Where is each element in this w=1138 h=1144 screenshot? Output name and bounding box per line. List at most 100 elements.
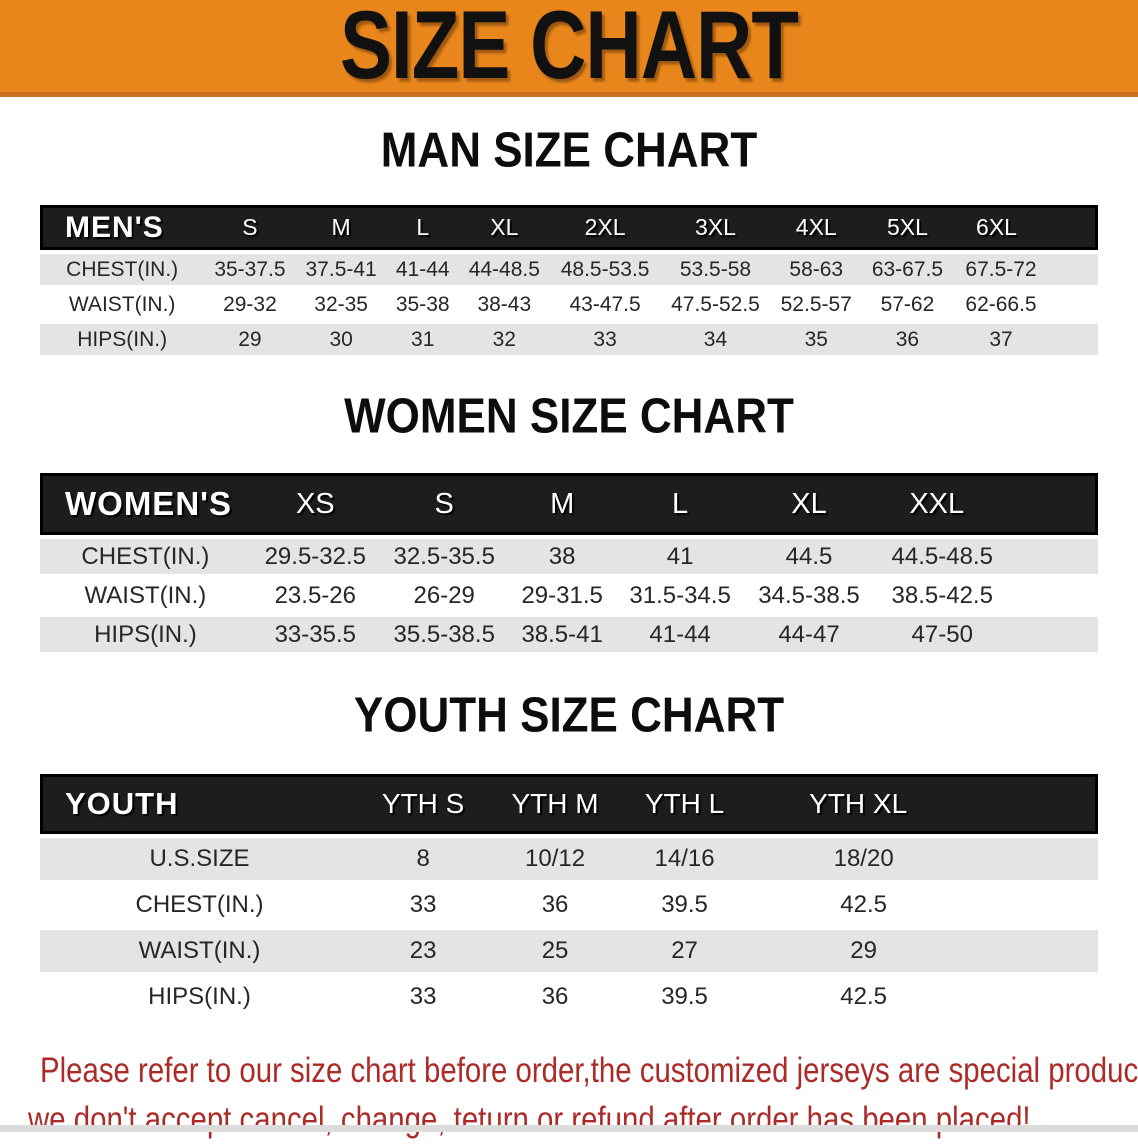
measurement-label: HIPS(IN.) [40,324,205,355]
measurement-value: 44-48.5 [458,254,550,285]
man-size-section: MAN SIZE CHART MEN'S S M L XL 2XL 3XL 4XL 5XL 6XL… [0,123,1138,359]
women-size-heading: WOMEN SIZE CHART [344,389,794,444]
measurement-value: 38 [508,539,616,574]
size-column-header: XXL [873,473,1098,535]
measurement-value: 14/16 [622,838,747,880]
measurement-value: 34 [660,324,771,355]
size-column-header: YTH XL [746,774,1098,834]
measurement-row: HIPS(IN.) 29 30 31 32 33 34 35 36 37 [40,324,1098,355]
measurement-label: CHEST(IN.) [40,539,251,574]
size-header-row: MEN'S S M L XL 2XL 3XL 4XL 5XL 6XL [40,205,1098,250]
measurement-label: WAIST(IN.) [40,289,205,320]
measurement-value: 38-43 [458,289,550,320]
measurement-value: 35 [770,324,862,355]
size-column-header: 5XL [861,205,954,250]
measurement-value: 52.5-57 [770,289,862,320]
size-column-header: 3XL [660,205,771,250]
measurement-value: 26-29 [379,578,509,613]
measurement-value: 41-44 [386,254,459,285]
measurement-value: 35-37.5 [204,254,296,285]
measurement-row: HIPS(IN.) 33 36 39.5 42.5 [40,976,1098,1018]
man-size-table: MEN'S S M L XL 2XL 3XL 4XL 5XL 6XL CHEST(IN.) 35-37… [40,201,1098,359]
measurement-value: 34.5-38.5 [744,578,874,613]
size-column-header: XS [250,473,380,535]
measurement-value: 47.5-52.5 [660,289,771,320]
size-header-row: WOMEN'S XS S M L XL XXL [40,473,1098,535]
bottom-edge-strip [0,1125,1138,1132]
size-column-header: M [295,205,387,250]
measurement-value: 35-38 [386,289,459,320]
measurement-value: 33 [358,976,488,1018]
measurement-value: 37.5-41 [295,254,387,285]
measurement-row: CHEST(IN.) 35-37.5 37.5-41 41-44 44-48.5 48.5… [40,254,1098,285]
measurement-value: 63-67.5 [861,254,954,285]
page-title: SIZE CHART [340,0,799,100]
measurement-value: 23 [358,930,488,972]
measurement-value: 10/12 [487,838,623,880]
measurement-value: 44.5 [744,539,874,574]
size-header-row: YOUTH YTH S YTH M YTH L YTH XL [40,774,1098,834]
measurement-label: U.S.SIZE [40,838,359,880]
group-label: WOMEN'S [40,473,251,535]
size-column-header: S [379,473,509,535]
measurement-row: WAIST(IN.) 23 25 27 29 [40,930,1098,972]
disclaimer-line-2: we don't accept cancel, change, teturn o… [28,1100,1031,1139]
youth-size-table-wrap: YOUTH YTH S YTH M YTH L YTH XL U.S.SIZE 8 10/12… [0,770,1138,1022]
measurement-value: 47-50 [873,617,1098,652]
size-column-header: 6XL [953,205,1098,250]
measurement-value: 39.5 [622,976,747,1018]
measurement-value: 18/20 [746,838,1098,880]
measurement-row: CHEST(IN.) 33 36 39.5 42.5 [40,884,1098,926]
measurement-value: 36 [861,324,954,355]
measurement-value: 30 [295,324,387,355]
size-column-header: 2XL [549,205,661,250]
youth-size-heading: YOUTH SIZE CHART [353,688,785,743]
measurement-value: 29-32 [204,289,296,320]
measurement-value: 41 [615,539,745,574]
size-column-header: L [386,205,459,250]
measurement-value: 48.5-53.5 [549,254,661,285]
measurement-row: HIPS(IN.) 33-35.5 35.5-38.5 38.5-41 41-44 44-… [40,617,1098,652]
size-column-header: L [615,473,745,535]
size-column-header: YTH M [487,774,623,834]
measurement-value: 32.5-35.5 [379,539,509,574]
youth-size-section: YOUTH SIZE CHART YOUTH YTH S YTH M YTH L YTH… [0,688,1138,1022]
measurement-value: 67.5-72 [953,254,1098,285]
measurement-value: 31 [386,324,459,355]
measurement-row: CHEST(IN.) 29.5-32.5 32.5-35.5 38 41 44.5 44.5… [40,539,1098,574]
measurement-value: 33 [358,884,488,926]
measurement-value: 36 [487,976,623,1018]
youth-size-table: YOUTH YTH S YTH M YTH L YTH XL U.S.SIZE 8 10/12… [40,770,1098,1022]
measurement-label: WAIST(IN.) [40,930,359,972]
women-size-table-wrap: WOMEN'S XS S M L XL XXL CHEST(IN.) 29.5-32.5 32.5… [0,469,1138,656]
measurement-value: 38.5-42.5 [873,578,1098,613]
measurement-value: 57-62 [861,289,954,320]
group-label: YOUTH [40,774,359,834]
measurement-label: CHEST(IN.) [40,884,359,926]
measurement-value: 35.5-38.5 [379,617,509,652]
measurement-value: 29-31.5 [508,578,616,613]
size-column-header: M [508,473,616,535]
measurement-value: 25 [487,930,623,972]
women-size-section: WOMEN SIZE CHART WOMEN'S XS S M L XL XXL CHEST(… [0,389,1138,656]
measurement-value: 29.5-32.5 [250,539,380,574]
measurement-value: 32 [458,324,550,355]
size-column-header: XL [458,205,550,250]
measurement-value: 27 [622,930,747,972]
man-size-table-wrap: MEN'S S M L XL 2XL 3XL 4XL 5XL 6XL CHEST(IN.) 35-37… [0,201,1138,359]
size-column-header: 4XL [770,205,862,250]
measurement-value: 44.5-48.5 [873,539,1098,574]
size-column-header: YTH L [622,774,747,834]
measurement-value: 39.5 [622,884,747,926]
man-size-heading: MAN SIZE CHART [380,123,758,178]
measurement-value: 23.5-26 [250,578,380,613]
measurement-value: 29 [746,930,1098,972]
disclaimer-line-1: Please refer to our size chart before or… [40,1051,1138,1090]
measurement-value: 42.5 [746,884,1098,926]
measurement-value: 38.5-41 [508,617,616,652]
measurement-value: 58-63 [770,254,862,285]
measurement-value: 33 [549,324,661,355]
measurement-value: 53.5-58 [660,254,771,285]
measurement-value: 29 [204,324,296,355]
measurement-value: 32-35 [295,289,387,320]
